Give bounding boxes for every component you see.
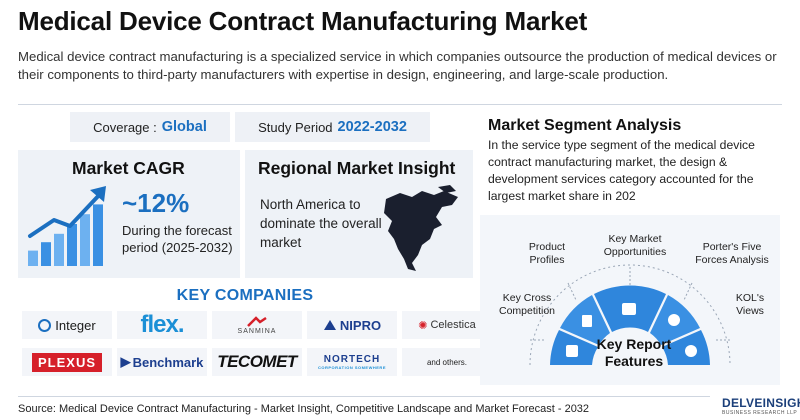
outer-dotted-arc — [529, 264, 731, 366]
greenland-shape — [438, 185, 456, 193]
growth-bar-3 — [54, 233, 64, 266]
growth-arrow-head — [90, 186, 106, 202]
study-period-pill: Study Period 2022-2032 — [235, 112, 430, 142]
growth-bar-2 — [41, 242, 51, 266]
growth-bar-4 — [67, 224, 77, 266]
study-period-value: 2022-2032 — [337, 119, 407, 135]
market-cagr-text: During the forecast period (2025-2032) — [122, 223, 233, 255]
logo-nortech: NORTECH CORPORATION SOMEWHERE — [307, 348, 397, 376]
regional-insight-text: North America to dominate the overall ma… — [260, 197, 382, 250]
brand-logo: DELVEINSIGHT — [722, 396, 800, 410]
regional-insight-title: Regional Market Insight — [258, 158, 456, 178]
segment-analysis-title: Market Segment Analysis — [488, 117, 682, 134]
benchmark-arrow-icon: ▶ — [120, 354, 131, 369]
brand-tagline: BUSINESS RESEARCH LLP — [722, 410, 798, 416]
coverage-pill: Coverage : Global — [70, 112, 230, 142]
celestica-star-icon: ✺ — [418, 319, 428, 332]
growth-arrow-line — [28, 190, 104, 238]
page-title: Medical Device Contract Manufacturing Ma… — [18, 6, 588, 36]
market-cagr-value: ~12% — [122, 188, 190, 218]
top-divider — [18, 104, 782, 105]
key-companies-title: KEY COMPANIES — [176, 287, 314, 304]
opportunity-chart-icon — [622, 303, 636, 315]
feature-label-porters: Porter's Five Forces Analysis — [695, 241, 769, 266]
segment-kol — [662, 330, 710, 365]
logo-celestica: ✺ Celestica — [402, 311, 492, 339]
chess-icon — [566, 345, 578, 357]
logo-integer: Integer — [22, 311, 112, 339]
connector-2 — [567, 282, 577, 301]
north-america-shape — [384, 191, 458, 271]
feature-label-product-profiles: Product Profiles — [528, 241, 566, 266]
footer-divider — [18, 396, 710, 397]
connector-4 — [683, 282, 693, 301]
nipro-mark-icon — [323, 320, 336, 330]
coverage-label: Coverage : — [93, 119, 157, 135]
report-features-graphic — [529, 264, 731, 366]
logo-others: and others. — [402, 348, 492, 376]
market-cagr-title: Market CAGR — [72, 158, 185, 178]
report-features-title: Key Report Features — [596, 336, 672, 369]
feature-label-cross-competition: Key Cross Competition — [498, 292, 556, 317]
source-text: Source: Medical Device Contract Manufact… — [18, 403, 590, 415]
intro-text: Medical device contract manufacturing is… — [18, 49, 777, 82]
growth-bar-chart-icon — [28, 186, 106, 266]
expert-views-icon — [685, 345, 697, 357]
north-america-map-icon — [384, 185, 458, 271]
logo-flex: flex. — [117, 311, 207, 339]
growth-bar-5 — [80, 214, 90, 266]
profile-list-icon — [582, 315, 592, 327]
feature-label-opportunities: Key Market Opportunities — [603, 233, 667, 258]
growth-bar-6 — [93, 204, 103, 266]
logo-sanmina: SANMINA — [212, 311, 302, 339]
coverage-value: Global — [161, 119, 207, 135]
growth-bar-1 — [28, 250, 38, 266]
feature-label-kol: KOL's Views — [735, 292, 765, 317]
logo-nipro: NIPRO — [307, 311, 397, 339]
sanmina-mark-icon — [247, 315, 267, 327]
segment-analysis-text: In the service type segment of the medic… — [488, 138, 755, 203]
five-forces-icon — [668, 314, 680, 326]
logo-plexus: PLEXUS — [22, 348, 112, 376]
study-period-label: Study Period — [258, 119, 333, 135]
logo-tecomet: TECOMET — [212, 348, 302, 376]
logo-benchmark: ▶ Benchmark — [117, 348, 207, 376]
